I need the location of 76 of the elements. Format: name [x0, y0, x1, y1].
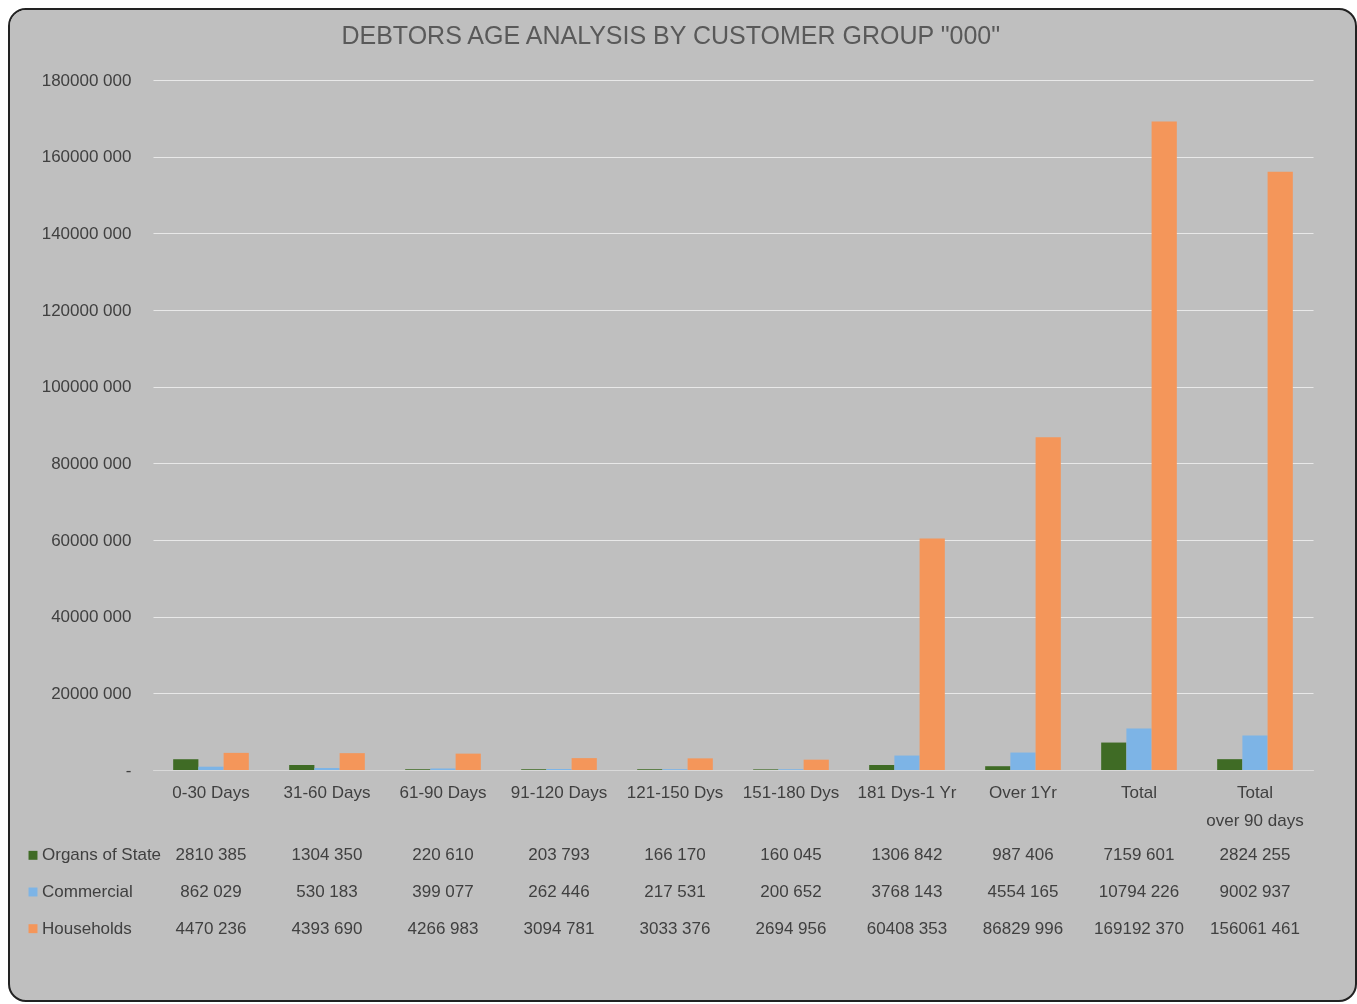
bar [869, 764, 895, 770]
data-label: 7159 601 [1103, 845, 1175, 865]
bar [803, 759, 829, 770]
data-label: 203 793 [528, 845, 590, 865]
y-tick-label: 40000 000 [51, 607, 132, 627]
bar [1010, 752, 1036, 770]
data-label: 3768 143 [871, 882, 943, 901]
bar [455, 753, 481, 770]
x-tick-label: 181 Dys-1 Yr [857, 782, 957, 802]
legend-label: Households [42, 918, 132, 938]
data-label: 1304 350 [291, 845, 363, 865]
bar [1267, 171, 1293, 770]
data-label: 156061 461 [1210, 918, 1300, 938]
data-label: 60408 353 [866, 918, 948, 938]
data-label: 220 610 [412, 845, 474, 865]
bar [314, 767, 340, 770]
bar [173, 759, 199, 770]
bar [1151, 121, 1177, 770]
x-tick-label: 0-30 Days [172, 782, 250, 802]
data-label: 4470 236 [175, 918, 247, 938]
y-tick-label: 80000 000 [51, 453, 132, 473]
y-tick-label: - [125, 760, 132, 780]
data-label: 160 045 [760, 845, 822, 865]
bar [1217, 759, 1243, 770]
y-tick-label: 100000 000 [41, 377, 132, 397]
x-tick-label: Total over 90 days [1206, 782, 1304, 830]
bar [687, 758, 713, 770]
x-tick-label: 151-180 Dys [742, 782, 840, 802]
data-label: 862 029 [180, 882, 242, 901]
bar [1101, 742, 1127, 770]
data-label: 1306 842 [871, 845, 943, 865]
data-label: 200 652 [760, 882, 822, 901]
bar [339, 753, 365, 770]
data-label: 2824 255 [1219, 845, 1291, 865]
bar [1242, 735, 1268, 770]
legend-label: Organs of State [42, 845, 162, 865]
data-label: 987 406 [992, 845, 1054, 865]
data-label: 399 077 [412, 882, 474, 901]
bar [985, 766, 1011, 770]
data-label: 530 183 [296, 882, 358, 901]
y-tick-label: 60000 000 [51, 530, 132, 550]
bar [198, 766, 224, 770]
data-label: 2694 956 [755, 918, 827, 938]
data-label: 3094 781 [523, 918, 595, 938]
x-tick-label: 91-120 Days [510, 782, 608, 802]
data-label: 86829 996 [982, 918, 1064, 938]
legend-label: Commercial [42, 882, 133, 901]
y-tick-label: 140000 000 [41, 223, 132, 243]
data-label: 3033 376 [639, 918, 711, 938]
x-tick-label: 61-90 Days [399, 782, 487, 802]
bar [1035, 437, 1061, 770]
data-label: 4554 165 [987, 882, 1059, 901]
data-label: 166 170 [644, 845, 706, 865]
y-tick-label: 160000 000 [41, 147, 132, 167]
x-tick-label: 31-60 Days [283, 782, 371, 802]
y-tick-label: 120000 000 [41, 300, 132, 320]
data-label: 4266 983 [407, 918, 479, 938]
x-tick-label: Total [1121, 782, 1157, 802]
data-label: 2810 385 [175, 845, 247, 865]
chart-title: DEBTORS AGE ANALYSIS BY CUSTOMER GROUP "000" [341, 21, 1001, 49]
data-label: 9002 937 [1219, 882, 1291, 901]
x-tick-label: 121-150 Dys [626, 782, 724, 802]
data-label: 10794 226 [1098, 882, 1180, 901]
data-label: 169192 370 [1094, 918, 1184, 938]
data-label: 262 446 [528, 882, 590, 901]
data-label: 4393 690 [291, 918, 363, 938]
bar [223, 752, 249, 770]
bar [289, 765, 315, 770]
data-label: 217 531 [644, 882, 706, 901]
bar [919, 538, 945, 770]
bar [571, 758, 597, 770]
bar [1126, 728, 1152, 770]
y-tick-label: 180000 000 [41, 70, 132, 90]
bar [894, 755, 920, 770]
x-tick-label: Over 1Yr [988, 782, 1058, 802]
y-tick-label: 20000 000 [51, 683, 132, 703]
